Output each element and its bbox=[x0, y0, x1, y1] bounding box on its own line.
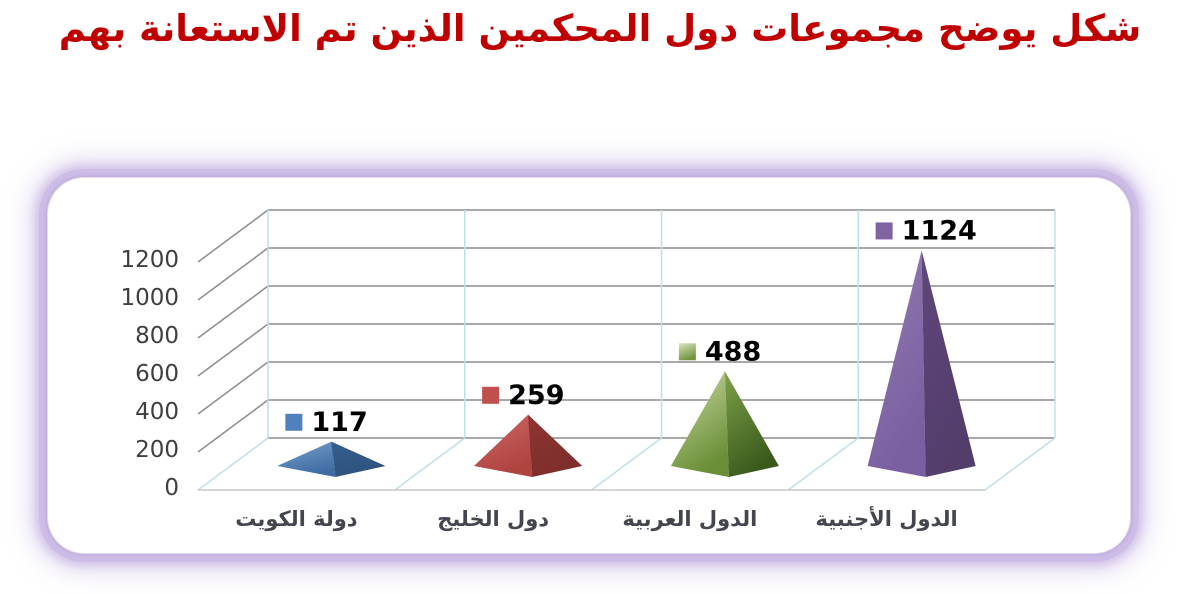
pyramid-left-face bbox=[474, 414, 533, 477]
value-label-swatch bbox=[678, 343, 696, 361]
axis-depth-tick-1200 bbox=[197, 209, 269, 263]
pyramid-left-face bbox=[277, 441, 336, 477]
floor-separator-2 bbox=[591, 437, 662, 491]
y-axis-label-600: 600 bbox=[135, 361, 179, 387]
y-axis-label-1200: 1200 bbox=[120, 247, 179, 273]
y-axis-label-0: 0 bbox=[164, 475, 179, 501]
axis-depth-tick-1000 bbox=[197, 247, 269, 301]
floor-separator-1 bbox=[394, 437, 466, 491]
page-title: شكل يوضح مجموعات دول المحكمين الذين تم ا… bbox=[58, 7, 1142, 50]
floor-separator-4 bbox=[984, 437, 1056, 491]
value-label: 117 bbox=[311, 407, 367, 438]
pyramid-right-face bbox=[331, 441, 386, 477]
pyramid-right-face bbox=[724, 371, 779, 477]
floor-separator-3 bbox=[787, 437, 859, 491]
pyramid-left-face bbox=[867, 250, 926, 477]
pyramid-left-face bbox=[670, 371, 729, 477]
value-label-swatch bbox=[482, 386, 500, 404]
category-label: الدول الأجنبية bbox=[816, 505, 958, 531]
axis-depth-tick-200 bbox=[197, 399, 269, 453]
category-label: الدول العربية bbox=[622, 507, 757, 531]
y-axis-label-1000: 1000 bbox=[120, 285, 179, 311]
category-label: دولة الكويت bbox=[235, 507, 358, 531]
pyramid-right-face bbox=[528, 414, 583, 477]
axis-depth-tick-800 bbox=[197, 285, 269, 339]
value-label: 488 bbox=[705, 336, 761, 367]
category-label: دول الخليج bbox=[437, 507, 549, 531]
value-label-swatch bbox=[285, 413, 303, 431]
axis-depth-tick-400 bbox=[197, 361, 269, 415]
value-label: 1124 bbox=[902, 215, 977, 246]
y-axis-label-400: 400 bbox=[135, 399, 179, 425]
pyramid-chart-plot: 1200 1000 800 600 400 200 0 117 دولة الكويت 259 دو… bbox=[120, 209, 1056, 531]
y-axis-label-800: 800 bbox=[135, 323, 179, 349]
y-axis-label-200: 200 bbox=[135, 437, 179, 463]
value-label-swatch bbox=[875, 222, 893, 240]
axis-depth-tick-600 bbox=[197, 323, 269, 377]
value-label: 259 bbox=[508, 380, 564, 411]
floor-separator-0 bbox=[197, 437, 269, 491]
chart-frame: 1200 1000 800 600 400 200 0 117 دولة الكويت 259 دو… bbox=[48, 178, 1130, 553]
pyramid-right-face bbox=[921, 250, 976, 477]
